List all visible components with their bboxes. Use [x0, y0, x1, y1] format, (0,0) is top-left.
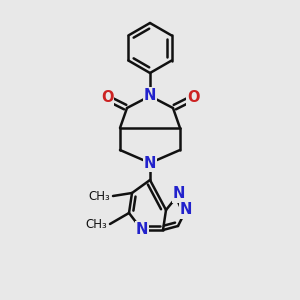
Text: N: N: [136, 223, 148, 238]
Text: CH₃: CH₃: [85, 218, 107, 230]
Text: N: N: [173, 187, 185, 202]
Text: CH₃: CH₃: [88, 190, 110, 202]
Text: O: O: [101, 91, 113, 106]
Text: O: O: [187, 91, 199, 106]
Text: N: N: [180, 202, 192, 217]
Text: N: N: [144, 88, 156, 104]
Text: N: N: [144, 155, 156, 170]
